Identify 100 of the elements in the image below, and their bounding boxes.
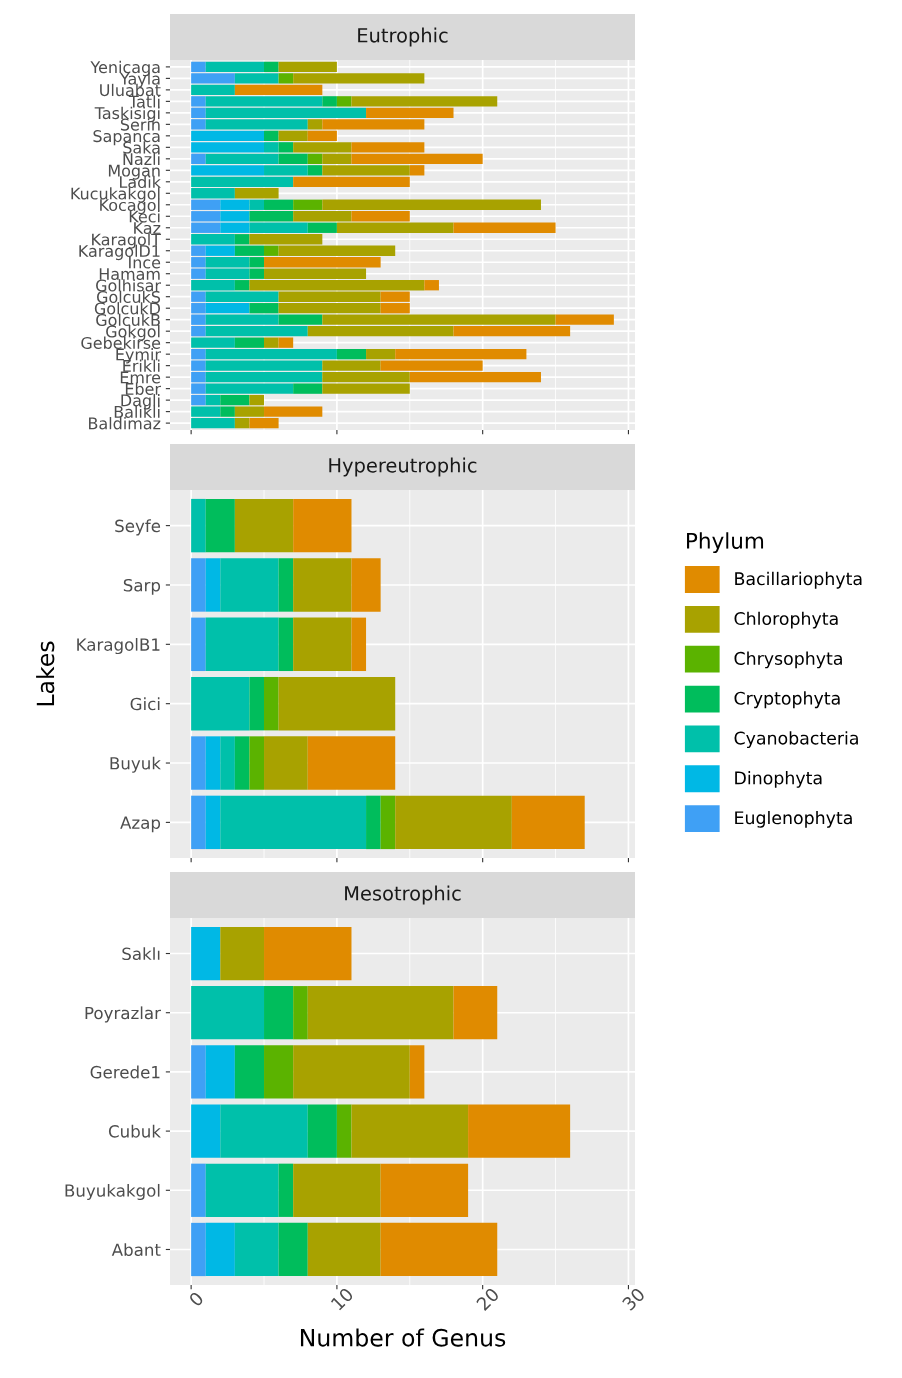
bar (205, 303, 250, 314)
legend-label: Cryptophyta (734, 691, 840, 709)
legend-label: Dinophyta (735, 771, 822, 788)
y-tick-label: GolcukD (94, 302, 161, 315)
bar (424, 280, 439, 291)
bar (205, 558, 221, 612)
bar (249, 199, 265, 210)
y-tick-label: Sarp (123, 578, 161, 595)
bar (293, 617, 352, 672)
y-tick-label: Azap (120, 816, 161, 833)
x-tick-label: 20 (475, 1286, 500, 1312)
bar (278, 314, 323, 325)
bar (293, 498, 352, 553)
bar (322, 96, 337, 107)
bar (234, 280, 250, 291)
bar (249, 222, 308, 233)
bar (249, 676, 265, 731)
bar (278, 558, 294, 612)
y-tick-label: Abant (111, 1243, 161, 1257)
y-tick-label: GolcukB (96, 313, 160, 326)
bar (351, 211, 410, 222)
bar (264, 337, 279, 348)
bar (205, 617, 279, 672)
bar (234, 337, 265, 348)
y-tick-label: Buyukakgol (65, 1183, 160, 1201)
bar (220, 736, 235, 790)
bar (205, 795, 221, 850)
bar (293, 558, 352, 612)
bar (191, 558, 206, 612)
bar (453, 222, 556, 233)
y-tick-label: Gerede1 (90, 1065, 160, 1079)
y-tick-label: Baldimaz (89, 417, 161, 430)
bar (234, 498, 294, 553)
legend-label: Bacillariophyta (735, 571, 862, 589)
bar (191, 222, 221, 233)
bar (307, 119, 323, 130)
y-tick-label: Golhisar (96, 279, 161, 292)
bar (249, 234, 323, 245)
bar (220, 795, 367, 850)
bar (307, 153, 323, 164)
bar (191, 268, 206, 279)
bar (249, 736, 265, 790)
bar (249, 303, 279, 314)
bar (351, 96, 498, 107)
y-tick-label: Tatli (128, 95, 160, 108)
y-tick-label: Kaz (134, 222, 161, 235)
y-tick-label: Gici (130, 697, 160, 711)
y-tick-label: Buyuk (110, 756, 161, 773)
bar (264, 130, 279, 142)
chart-title: Eutrophic (358, 27, 448, 47)
bar (293, 176, 410, 187)
bar (366, 795, 381, 850)
bar (234, 188, 279, 199)
bar (205, 291, 279, 302)
bar (191, 795, 206, 850)
y-tick-label: Saklı (122, 947, 160, 961)
bar (278, 73, 294, 84)
y-tick-label: Hamam (99, 268, 160, 281)
bar (351, 558, 381, 612)
bar (307, 736, 396, 790)
bar (307, 165, 323, 176)
bar (264, 245, 279, 256)
bar (278, 676, 396, 731)
bar (278, 617, 294, 672)
bar (205, 498, 235, 553)
y-tick-label: Nazli (123, 152, 160, 166)
y-axis-title: Lakes (36, 641, 55, 706)
bar (234, 84, 323, 96)
y-tick-label: Eber (125, 382, 161, 395)
y-tick-label: Seyfe (115, 519, 161, 536)
bar (191, 676, 250, 731)
x-tick-label: 0 (188, 1291, 205, 1308)
y-tick-label: GolcukS (96, 290, 161, 303)
bar (205, 736, 221, 790)
y-tick-label: KaragolB1 (77, 637, 160, 655)
x-tick-label: 10 (330, 1286, 355, 1311)
bar (191, 736, 206, 790)
bar (264, 676, 279, 731)
bar (191, 617, 206, 672)
bar (336, 348, 367, 360)
bar (220, 558, 279, 612)
bar (191, 165, 265, 176)
chart-title: Hypereutrophic (329, 457, 477, 477)
bar (264, 257, 381, 268)
bar (511, 795, 585, 850)
bar (191, 153, 206, 164)
bar (205, 257, 250, 268)
bar (293, 383, 323, 394)
x-tick-label: 30 (621, 1286, 646, 1312)
bar (278, 245, 396, 256)
bar (336, 96, 352, 107)
bar (264, 61, 279, 73)
bar (191, 498, 206, 553)
bar (220, 222, 250, 233)
bar (234, 234, 250, 245)
legend-label: Chrysophyta (734, 651, 842, 669)
y-tick-label: Poyrazlar (85, 1006, 161, 1023)
bar (351, 617, 367, 672)
bar (191, 234, 235, 245)
y-tick-label: Emre (120, 371, 161, 384)
